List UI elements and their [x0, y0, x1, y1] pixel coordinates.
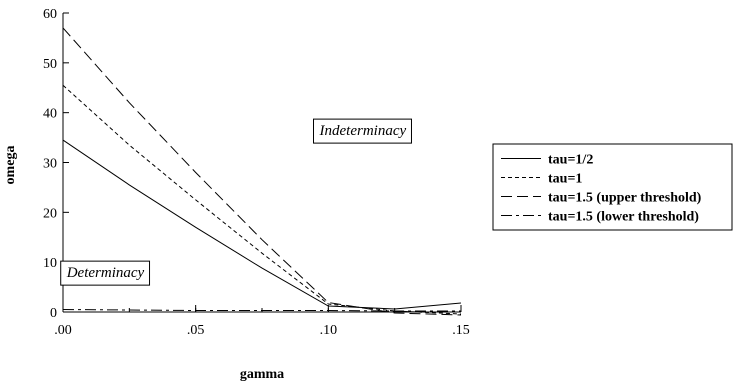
x-tick-label: .15	[452, 323, 470, 338]
y-tick-label: 40	[43, 107, 57, 122]
series-line-2	[62, 84, 462, 315]
x-tick-label: .10	[320, 323, 338, 338]
x-tick-label: .00	[54, 323, 72, 338]
annotation-box	[313, 118, 412, 144]
legend-label-2: tau=1	[548, 172, 582, 187]
axes: 0 10 20 30 40 50 60 .00 .05 .10 .15 gamma omega	[3, 7, 470, 382]
y-tick-label: 50	[43, 57, 57, 72]
y-tick-label: 0	[50, 306, 57, 321]
legend-label-3: tau=1.5 (upper threshold)	[548, 191, 702, 206]
legend-label-4: tau=1.5 (lower threshold)	[548, 210, 699, 225]
legend: tau=1/2 tau=1 tau=1.5 (upper threshold) tau…	[492, 143, 733, 231]
y-axis-title: omega	[3, 146, 18, 185]
annotation-box	[60, 260, 151, 286]
x-tick-label: .05	[187, 323, 205, 338]
y-tick-label: 10	[43, 256, 57, 271]
annotations: Indeterminacy Determinacy	[60, 118, 412, 286]
annotation-label: Determinacy	[66, 265, 145, 281]
annotation-label: Indeterminacy	[319, 123, 407, 139]
y-tick-label: 60	[43, 7, 57, 22]
legend-label-1: tau=1/2	[548, 153, 593, 168]
series-line-3	[62, 27, 462, 316]
y-tick-label: 20	[43, 206, 57, 221]
x-axis-title: gamma	[240, 367, 284, 382]
y-tick-label: 30	[43, 157, 57, 172]
